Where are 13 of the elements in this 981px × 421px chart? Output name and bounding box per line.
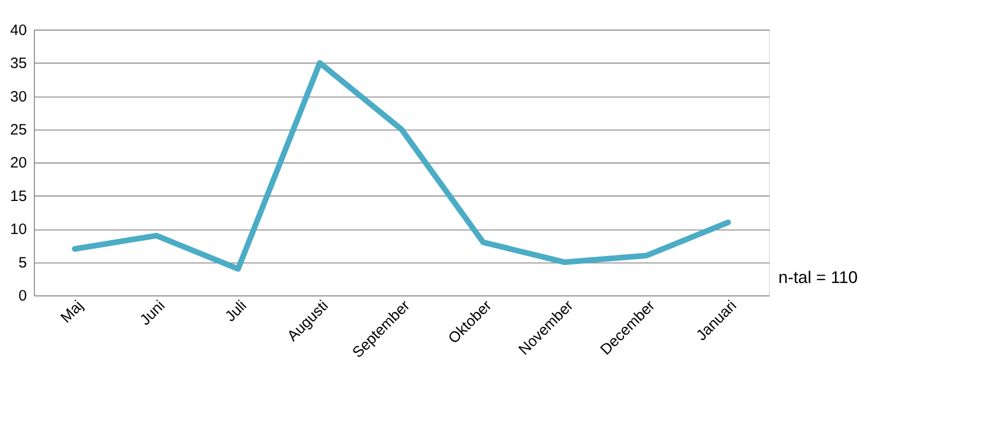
text: n-tal = 110	[778, 268, 858, 288]
y-tick-label: 40	[10, 22, 27, 39]
y-tick-label: 10	[10, 221, 27, 238]
y-tick-label: 30	[10, 88, 27, 106]
y-tick-label: 25	[10, 122, 27, 139]
x-tick-label: Maj	[58, 297, 87, 326]
y-tick-label: 20	[10, 154, 27, 172]
y-tick-label: 15	[10, 188, 27, 205]
y-tick-label: 5	[18, 254, 27, 272]
y-tick-label: 0	[18, 288, 27, 305]
x-tick-label: Juni	[136, 297, 168, 329]
x-tick-label: Juli	[222, 297, 250, 326]
y-tick-label: 35	[10, 55, 27, 72]
